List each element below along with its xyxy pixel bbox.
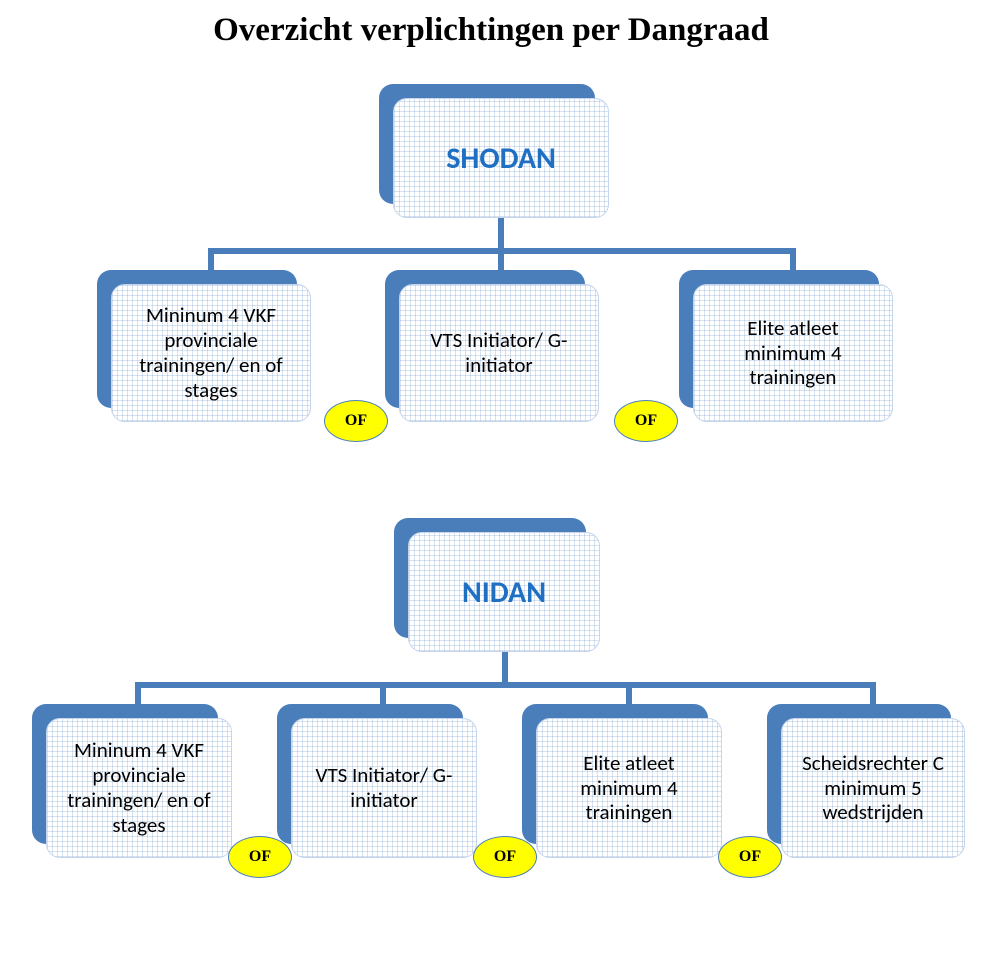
child-node-shodan-0-label: Mininum 4 VKF provinciale trainingen/ en… (111, 284, 311, 422)
or-badge-nidan-0: OF (228, 836, 292, 878)
child-node-nidan-1-label: VTS Initiator/ G-initiator (291, 718, 477, 858)
or-badge-shodan-1: OF (614, 400, 678, 442)
connector-horizontal (135, 682, 870, 688)
child-node-shodan-1-label: VTS Initiator/ G-initiator (399, 284, 599, 422)
child-node-shodan-2-label: Elite atleet minimum 4 trainingen (693, 284, 893, 422)
child-node-nidan-2-label: Elite atleet minimum 4 trainingen (536, 718, 722, 858)
connector-root-stem (498, 218, 504, 248)
root-node-shodan-label: SHODAN (393, 98, 609, 218)
root-node-nidan-label: NIDAN (408, 532, 600, 652)
child-node-nidan-0-label: Mininum 4 VKF provinciale trainingen/ en… (46, 718, 232, 858)
or-badge-nidan-1: OF (473, 836, 537, 878)
connector-root-stem (502, 652, 508, 682)
or-badge-shodan-0: OF (324, 400, 388, 442)
or-badge-nidan-2: OF (718, 836, 782, 878)
page-title: Overzicht verplichtingen per Dangraad (0, 0, 982, 49)
child-node-nidan-3-label: Scheidsrechter C minimum 5 wedstrijden (781, 718, 965, 858)
